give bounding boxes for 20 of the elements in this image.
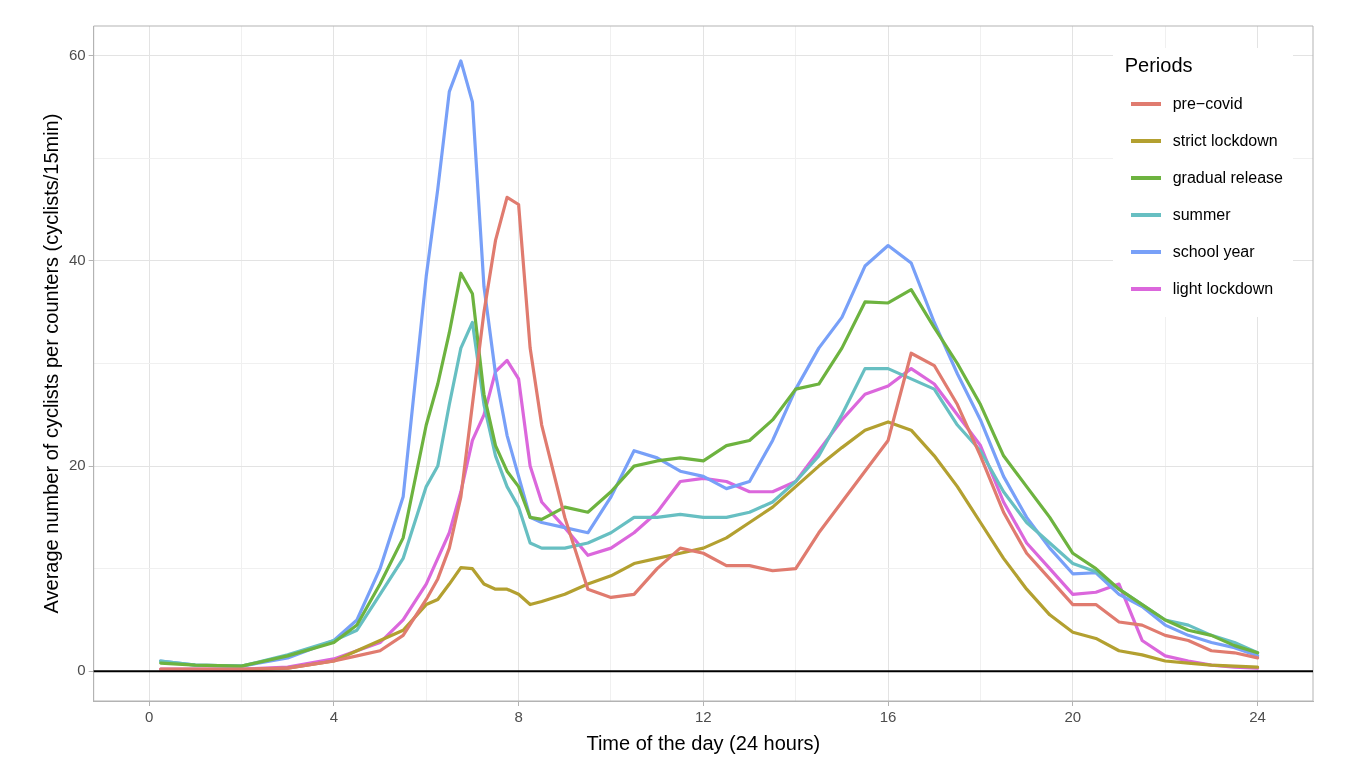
- legend-label: light lockdown: [1172, 279, 1274, 298]
- x-tick-label: 20: [1064, 708, 1082, 726]
- legend-label: gradual release: [1172, 168, 1283, 187]
- x-tick-label: 0: [144, 708, 154, 726]
- y-tick-label: 40: [69, 251, 86, 269]
- y-axis-title: Average number of cyclists per counters (cyclists/15min): [39, 113, 62, 614]
- x-axis-title: Time of the day (24 hours): [586, 731, 821, 754]
- legend-label: school year: [1172, 242, 1255, 261]
- x-tick-label: 16: [879, 708, 897, 726]
- y-tick-label: 20: [69, 456, 86, 474]
- x-tick-label: 4: [329, 708, 339, 726]
- legend-label: strict lockdown: [1172, 131, 1278, 150]
- legend-label: summer: [1172, 205, 1231, 224]
- x-tick-label: 8: [514, 708, 523, 726]
- y-tick-label: 60: [69, 45, 86, 63]
- legend-label: pre−covid: [1172, 94, 1243, 113]
- y-tick-label: 0: [77, 661, 86, 679]
- legend-title: Periods: [1124, 54, 1194, 77]
- x-tick-label: 24: [1249, 708, 1266, 726]
- x-tick-label: 12: [695, 708, 712, 726]
